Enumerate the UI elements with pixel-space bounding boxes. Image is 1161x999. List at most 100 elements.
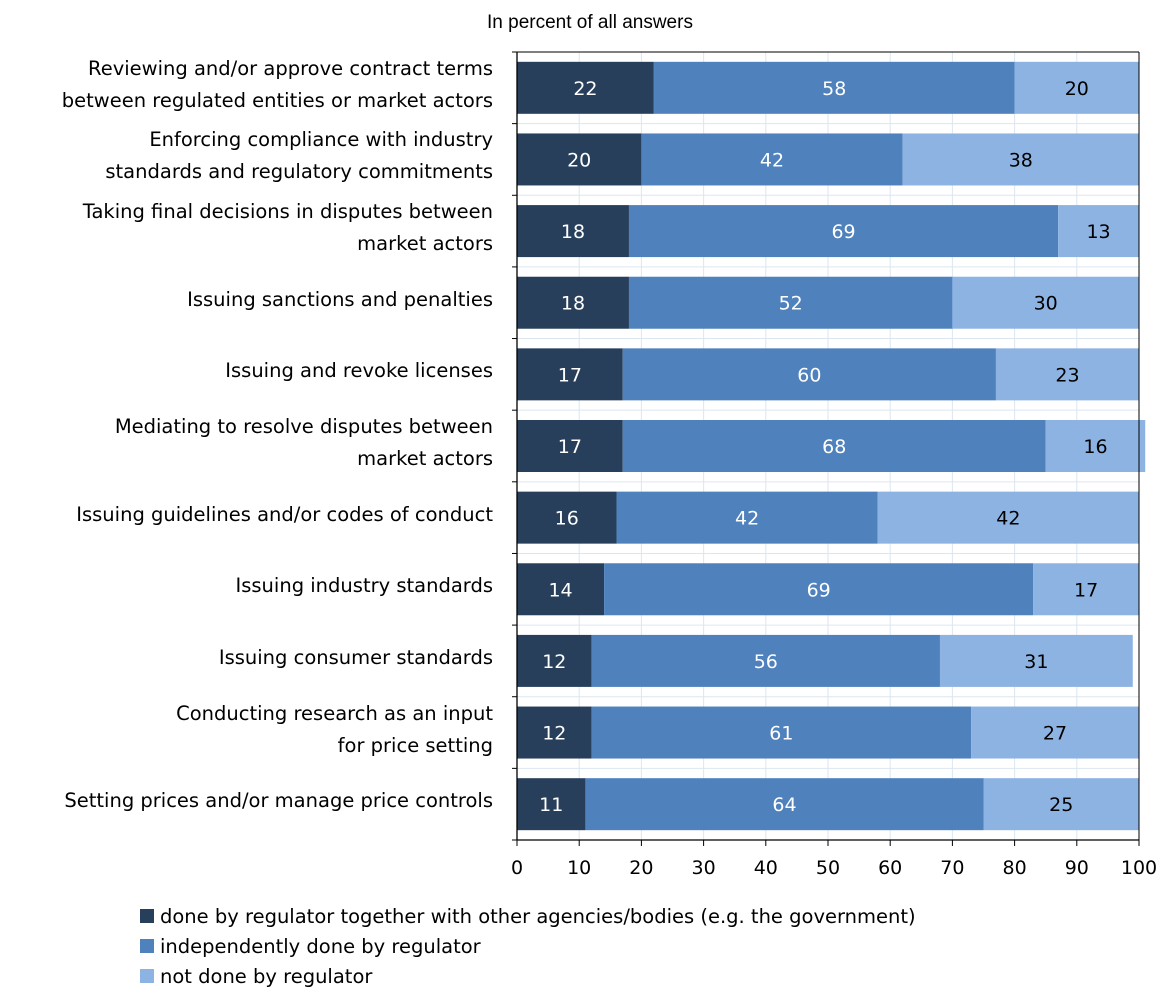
bar-segment [628,205,1059,258]
bar-value-label: 12 [542,651,566,673]
bar-segment [622,420,1046,472]
x-tick-label: 90 [1065,857,1089,879]
category-label: Enforcing compliance with industry stand… [105,128,493,184]
x-tick-label: 10 [567,857,591,879]
bar-segment [622,348,996,401]
bar-segment [517,420,623,472]
legend-item: not done by regulator [140,961,916,991]
category-label: Conducting research as an input for pric… [176,701,493,757]
bar-segment [628,276,953,329]
bar-value-label: 68 [822,436,846,458]
bar-segment [1014,61,1139,114]
category-label: Issuing industry standards [235,574,493,598]
bar-segment [517,491,617,544]
bar-value-label: 14 [548,579,572,601]
bar-segment [1045,420,1146,472]
legend-swatch [140,939,154,953]
x-tick-label: 0 [511,857,523,879]
bar-value-label: 64 [772,794,796,816]
bar-value-label: 18 [561,221,585,243]
chart-title: In percent of all answers [487,12,693,33]
bar-segment [585,778,984,831]
x-tick-label: 60 [878,857,902,879]
bar-value-label: 11 [539,794,563,816]
bar-segment [902,133,1139,186]
x-tick-label: 40 [754,857,778,879]
x-tick-label: 100 [1121,857,1157,879]
bar-value-label: 61 [769,723,793,745]
bar-value-label: 31 [1024,651,1048,673]
bar-value-label: 58 [822,78,846,100]
bar-segment [591,706,972,759]
bar-value-label: 42 [996,508,1020,530]
legend-label: not done by regulator [160,964,373,988]
bar-value-label: 56 [754,651,778,673]
bar-segment [995,348,1139,401]
category-label: Taking final decisions in disputes betwe… [82,200,493,256]
bar-value-label: 20 [1065,78,1089,100]
bar-value-label: 69 [831,221,855,243]
category-label: Reviewing and/or approve contract terms … [61,56,493,112]
bar-value-label: 69 [807,579,831,601]
category-label: Issuing consumer standards [218,645,493,669]
bar-value-label: 13 [1086,221,1110,243]
bar-segment [517,778,586,831]
bar-value-label: 30 [1034,293,1058,315]
bar-segment [971,706,1139,759]
bar-value-label: 22 [573,78,597,100]
legend-label: independently done by regulator [160,934,481,958]
bar-segment [517,706,592,759]
bar-value-label: 23 [1055,364,1079,386]
bar-segment [517,634,592,687]
bar-value-label: 38 [1009,149,1033,171]
bar-value-label: 27 [1043,723,1067,745]
legend-item: done by regulator together with other ag… [140,901,916,931]
bar-segment [653,61,1015,114]
bar-segment [517,133,642,186]
bar-value-label: 42 [735,508,759,530]
category-label: Mediating to resolve disputes between ma… [114,415,493,470]
category-label: Issuing guidelines and/or codes of condu… [76,502,493,526]
bar-value-label: 52 [779,293,803,315]
bar-segment [517,348,623,401]
category-label: Issuing sanctions and penalties [187,287,493,311]
bar-value-label: 25 [1049,794,1073,816]
bar-segment [641,133,903,186]
bar-segment [877,491,1139,544]
legend: done by regulator together with other ag… [140,901,916,991]
legend-swatch [140,969,154,983]
bar-value-label: 17 [558,436,582,458]
bar-segment [517,205,629,258]
category-label: Setting prices and/or manage price contr… [64,789,493,813]
legend-swatch [140,909,154,923]
x-tick-label: 30 [692,857,716,879]
bar-value-label: 20 [567,149,591,171]
bar-value-label: 16 [1083,436,1107,458]
x-tick-label: 80 [1003,857,1027,879]
bar-value-label: 17 [1074,579,1098,601]
legend-item: independently done by regulator [140,931,916,961]
bar-value-label: 16 [555,508,579,530]
bar-segment [604,563,1034,616]
bar-value-label: 12 [542,723,566,745]
x-tick-label: 70 [940,857,964,879]
bar-segment [1033,563,1139,616]
bar-segment [517,563,605,616]
x-tick-label: 50 [816,857,840,879]
bar-segment [952,276,1139,329]
bar-segment [517,276,629,329]
bar-segment [591,634,940,687]
bar-segment [939,634,1133,687]
category-label: Issuing and revoke licenses [225,359,493,383]
bar-value-label: 17 [558,364,582,386]
bar-segment [983,778,1139,831]
x-tick-label: 20 [629,857,653,879]
bar-segment [1058,205,1139,258]
bar-segment [517,61,654,114]
bar-value-label: 60 [797,364,821,386]
bar-value-label: 18 [561,293,585,315]
legend-label: done by regulator together with other ag… [160,904,916,928]
bar-segment [616,491,878,544]
